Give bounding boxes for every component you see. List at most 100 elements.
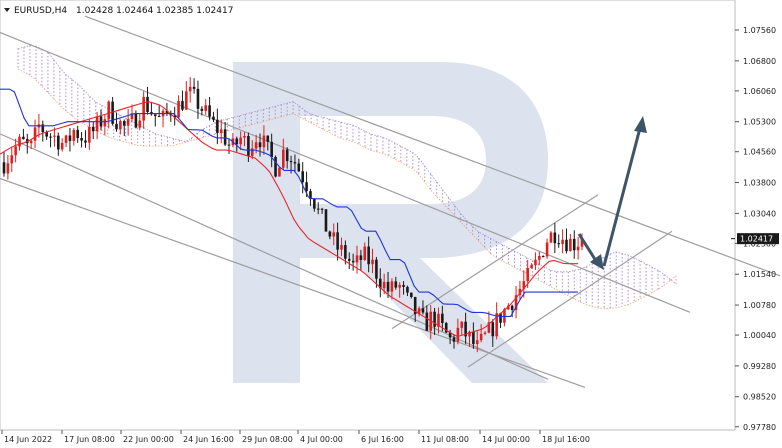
candle-body (464, 321, 467, 337)
candle-body (371, 259, 374, 265)
candle-body (157, 116, 161, 118)
candle-body (475, 340, 479, 344)
x-tick-label: 14 Jul 00:00 (482, 435, 530, 444)
candle-body (254, 142, 258, 149)
y-tick-label: 1.03040 (743, 209, 776, 218)
candle-body (278, 167, 281, 177)
candle-body (398, 284, 401, 288)
candle-body (332, 232, 336, 237)
candle-body (68, 135, 72, 141)
candle-body (289, 160, 293, 163)
candle-body (130, 113, 134, 120)
candle-body (115, 123, 118, 130)
candle-body (10, 155, 14, 164)
candle-body (274, 156, 277, 177)
candle-body (394, 281, 398, 288)
candle-body (76, 129, 80, 139)
candle-body (41, 124, 45, 133)
candle-body (2, 162, 6, 174)
candle-body (208, 105, 211, 117)
candle-body (386, 281, 390, 292)
candle-body (406, 286, 409, 293)
candle-body (313, 198, 316, 209)
candle-body (72, 129, 76, 141)
candle-body (266, 135, 270, 142)
candle-body (479, 333, 483, 341)
candle-body (250, 148, 254, 156)
candle-body (561, 239, 564, 245)
candle-body (472, 331, 475, 344)
y-tick-label: 0.99280 (743, 362, 776, 371)
candle-body (88, 126, 91, 143)
logo-r-icon (233, 62, 548, 383)
candle-body (336, 232, 339, 250)
candle-body (57, 135, 60, 150)
last-price-badge (737, 233, 779, 245)
trendline (467, 230, 673, 368)
x-tick-label: 22 Jun 00:00 (123, 435, 174, 444)
forecast-arrow-up (602, 116, 647, 267)
forecast-arrow-down (577, 233, 604, 270)
candle-body (572, 238, 576, 251)
candle-body (506, 305, 510, 310)
candle-body (530, 265, 533, 268)
candle-body (64, 135, 68, 143)
candle-body (212, 116, 215, 120)
symbol-label: EURUSD,H4 (14, 6, 67, 16)
y-tick-label: 1.03800 (743, 179, 776, 188)
candle-body (510, 305, 514, 311)
y-tick-label: 1.04560 (743, 148, 776, 157)
x-tick-label: 24 Jun 16:00 (183, 435, 234, 444)
candle-body (301, 171, 304, 183)
candle-body (165, 110, 169, 113)
candle-body (177, 100, 180, 118)
trendline (0, 31, 691, 313)
candle-body (270, 141, 273, 157)
candle-body (390, 281, 394, 292)
ohlc-label: 1.02428 1.02464 1.02385 1.02417 (76, 6, 233, 16)
candle-body (29, 140, 33, 144)
candle-body (126, 119, 130, 126)
last-price-marker: 1.02417 (737, 233, 779, 245)
candle-body (196, 88, 200, 109)
candle-body (355, 255, 359, 263)
y-tick-label: 1.00040 (743, 331, 776, 340)
x-axis: 14 Jun 2022 17 Jun 08:00 22 Jun 00:00 24 Ju… (1, 430, 590, 444)
chevron-down-icon[interactable] (4, 8, 10, 12)
candle-body (444, 323, 448, 333)
kijun-line (0, 88, 578, 317)
candle-body (95, 116, 99, 132)
candle-body (499, 313, 502, 323)
candle-body (452, 337, 456, 342)
candle-body (413, 297, 417, 315)
candle-body (402, 284, 405, 287)
candle-body (557, 243, 561, 245)
candle-body (324, 209, 328, 232)
candle-body (309, 191, 312, 199)
x-tick-label: 4 Jul 00:00 (300, 435, 343, 444)
y-tick-label: 0.98520 (743, 393, 776, 402)
candle-body (378, 278, 382, 289)
candle-body (565, 239, 568, 252)
candle-body (580, 238, 584, 247)
forecast-arrows (577, 116, 647, 270)
candle-body (553, 232, 557, 244)
x-tick-label: 11 Jul 08:00 (421, 435, 469, 444)
candle-body (188, 86, 192, 92)
trendline (84, 15, 781, 277)
candle-body (421, 308, 425, 313)
candle-body (441, 313, 444, 324)
candle-body (541, 256, 545, 258)
y-tick-label: 1.06060 (743, 87, 776, 96)
candle-body (483, 332, 487, 334)
candle-body (216, 119, 219, 133)
candle-body (185, 91, 188, 110)
candle-body (103, 119, 107, 127)
candle-body (6, 163, 10, 174)
y-tick-label: 1.07560 (743, 26, 776, 35)
candle-body (146, 96, 149, 112)
candle-body (375, 259, 378, 279)
candle-body (134, 113, 138, 128)
candle-body (495, 313, 498, 337)
